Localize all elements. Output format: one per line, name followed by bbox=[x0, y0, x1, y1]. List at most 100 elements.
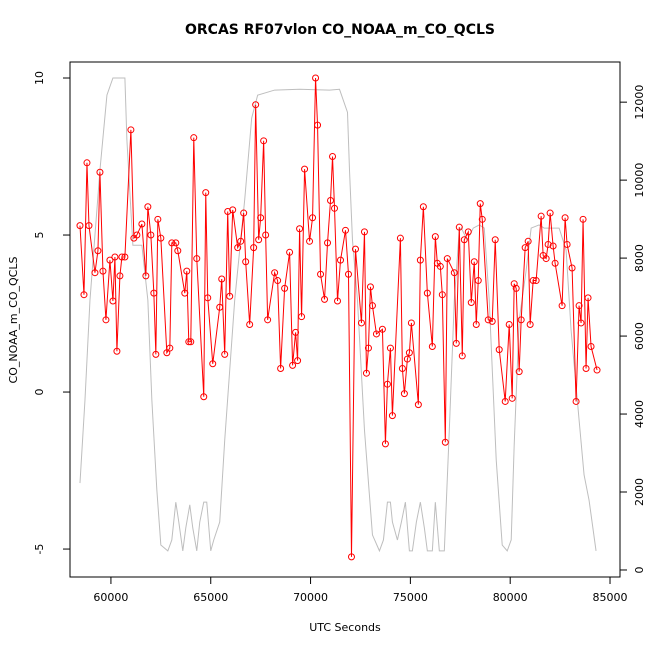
data-point bbox=[289, 361, 297, 369]
data-point bbox=[505, 321, 513, 329]
data-point bbox=[524, 237, 532, 245]
data-point bbox=[381, 440, 389, 448]
data-point bbox=[127, 126, 135, 134]
data-point bbox=[76, 222, 84, 230]
data-point bbox=[467, 299, 475, 307]
data-point bbox=[460, 236, 468, 244]
data-point bbox=[484, 316, 492, 324]
data-point bbox=[102, 316, 110, 324]
data-point bbox=[438, 291, 446, 299]
y-tick-label: 10 bbox=[33, 71, 46, 85]
data-point bbox=[549, 242, 557, 250]
data-point bbox=[133, 231, 141, 239]
data-point bbox=[368, 302, 376, 310]
data-point bbox=[292, 328, 300, 336]
x-tick-label: 80000 bbox=[493, 591, 528, 604]
data-point bbox=[187, 338, 195, 346]
data-point bbox=[582, 364, 590, 372]
data-point bbox=[317, 270, 325, 278]
data-point bbox=[218, 275, 226, 283]
data-point bbox=[312, 74, 320, 82]
data-point bbox=[329, 153, 337, 161]
data-point bbox=[593, 366, 601, 374]
data-point bbox=[455, 223, 463, 231]
data-point bbox=[181, 289, 189, 297]
data-point bbox=[262, 231, 270, 239]
data-point bbox=[568, 264, 576, 272]
data-point bbox=[431, 233, 439, 241]
data-point bbox=[532, 277, 540, 285]
y-axis-label: CO_NOAA_m_CO_QCLS bbox=[7, 257, 20, 384]
data-point bbox=[274, 277, 282, 285]
data-point bbox=[142, 272, 150, 280]
data-point bbox=[327, 196, 335, 204]
data-point bbox=[281, 284, 289, 292]
data-point bbox=[546, 209, 554, 217]
data-point bbox=[575, 302, 583, 310]
data-point bbox=[221, 350, 229, 358]
data-point bbox=[577, 319, 585, 327]
data-point bbox=[452, 339, 460, 347]
chart-title: ORCAS RF07vlon CO_NOAA_m_CO_QCLS bbox=[185, 22, 495, 38]
series-line bbox=[79, 77, 598, 557]
data-point bbox=[472, 321, 480, 329]
data-point bbox=[441, 438, 449, 446]
data-point bbox=[357, 319, 365, 327]
data-point bbox=[183, 267, 191, 275]
series-line bbox=[79, 77, 597, 553]
y2-tick-label: 6000 bbox=[633, 322, 646, 350]
y2-tick-label: 8000 bbox=[633, 244, 646, 272]
data-point bbox=[301, 165, 309, 173]
data-point bbox=[242, 258, 250, 266]
data-point bbox=[298, 313, 306, 321]
data-point bbox=[226, 292, 234, 300]
x-tick-label: 60000 bbox=[93, 591, 128, 604]
data-point bbox=[542, 255, 550, 263]
data-point bbox=[85, 222, 93, 230]
data-point bbox=[400, 390, 408, 398]
data-point bbox=[347, 553, 355, 561]
data-point bbox=[331, 204, 339, 212]
data-point bbox=[337, 256, 345, 264]
data-point bbox=[204, 294, 212, 302]
data-point bbox=[396, 234, 404, 242]
data-point bbox=[521, 244, 529, 252]
data-point bbox=[491, 236, 499, 244]
data-point bbox=[537, 212, 545, 220]
data-point bbox=[260, 137, 268, 145]
data-point bbox=[579, 215, 587, 223]
data-point bbox=[185, 338, 193, 346]
data-point bbox=[398, 364, 406, 372]
data-point bbox=[366, 283, 374, 291]
data-point bbox=[252, 101, 260, 109]
x-tick-label: 75000 bbox=[393, 591, 428, 604]
data-point bbox=[414, 401, 422, 409]
data-point bbox=[405, 349, 413, 357]
y2-tick-label: 0 bbox=[633, 566, 646, 573]
data-point bbox=[152, 350, 160, 358]
y-tick-label: -5 bbox=[33, 544, 46, 555]
data-point bbox=[344, 270, 352, 278]
data-point bbox=[416, 256, 424, 264]
data-point bbox=[515, 368, 523, 376]
data-point bbox=[450, 269, 458, 277]
data-point bbox=[383, 380, 391, 388]
data-point bbox=[294, 357, 302, 365]
data-point bbox=[378, 325, 386, 333]
data-point bbox=[419, 203, 427, 211]
plot-frame bbox=[69, 61, 621, 578]
data-point bbox=[474, 277, 482, 285]
data-point bbox=[96, 168, 104, 176]
data-point bbox=[351, 245, 359, 253]
data-point bbox=[193, 255, 201, 263]
data-point bbox=[572, 397, 580, 405]
y-tick-label: 0 bbox=[33, 389, 46, 396]
x-tick-label: 65000 bbox=[193, 591, 228, 604]
data-point bbox=[364, 344, 372, 352]
data-point bbox=[341, 226, 349, 234]
data-point bbox=[99, 267, 107, 275]
data-point bbox=[144, 203, 152, 211]
data-point bbox=[362, 369, 370, 377]
data-point bbox=[587, 343, 595, 351]
data-point bbox=[240, 209, 248, 217]
